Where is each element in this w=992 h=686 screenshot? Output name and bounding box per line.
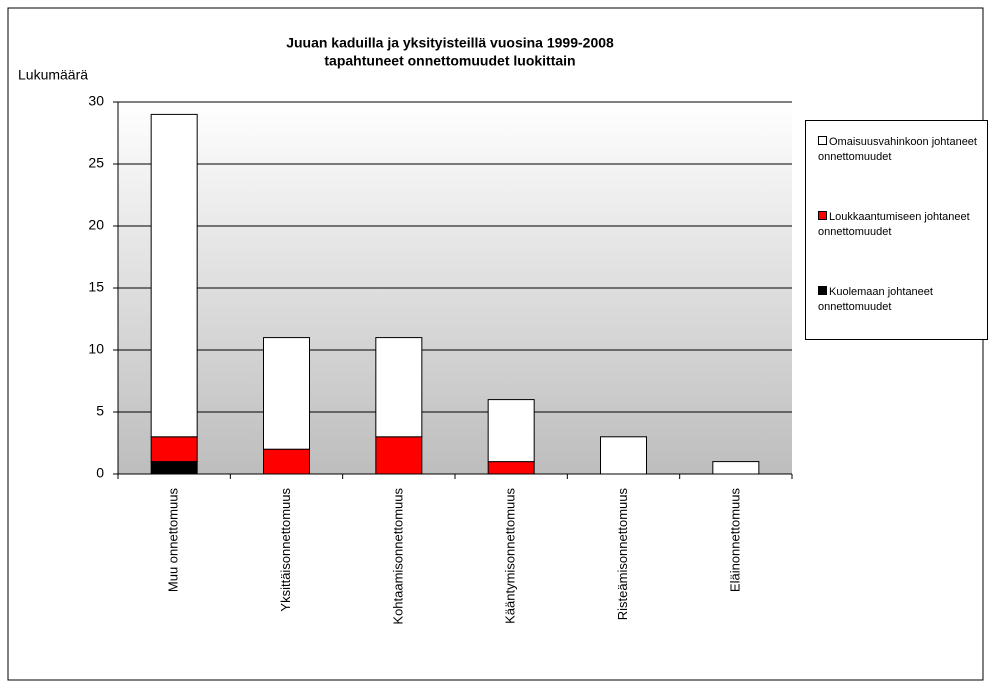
chart-title: tapahtuneet onnettomuudet luokittain [324,53,575,69]
bar-segment [150,436,198,463]
legend-entry: Omaisuusvahinkoon johtaneet onnettomuude… [818,135,986,165]
legend-label: Omaisuusvahinkoon johtaneet onnettomuude… [818,136,977,163]
bar-segment [263,448,310,475]
x-tick-label: Kohtaamisonnettomuus [390,488,405,625]
legend-swatch [818,211,827,220]
bar-segment [263,337,310,450]
y-tick-label: 10 [88,341,104,357]
x-tick-label: Yksittäisonnettomuus [278,488,293,612]
bar-segment [600,436,647,475]
legend-swatch [818,286,827,295]
legend-label: Loukkaantumiseen johtaneet onnettomuudet [818,211,970,238]
legend-entry: Kuolemaan johtaneet onnettomuudet [818,285,986,315]
bar-segment [375,337,423,438]
bar-segment [487,461,535,475]
y-tick-label: 5 [96,403,104,419]
y-tick-label: 20 [88,217,104,233]
y-tick-label: 30 [88,93,104,109]
chart-title: Juuan kaduilla ja yksityisteillä vuosina… [286,35,614,51]
y-tick-label: 15 [88,279,104,295]
y-axis-label: Lukumäärä [18,67,88,83]
x-tick-label: Eläinonnettomuus [727,488,742,593]
x-tick-label: Risteämisonnettomuus [615,488,630,621]
bar-segment [150,461,198,475]
y-tick-label: 25 [88,155,104,171]
x-tick-label: Muu onnettomuus [166,488,181,593]
bar-segment [150,113,198,438]
legend: Omaisuusvahinkoon johtaneet onnettomuude… [805,120,988,340]
legend-swatch [818,136,827,145]
bar-segment [712,461,760,475]
legend-label: Kuolemaan johtaneet onnettomuudet [818,286,933,313]
bar-segment [375,436,423,475]
legend-entry: Loukkaantumiseen johtaneet onnettomuudet [818,210,986,240]
y-tick-label: 0 [96,465,104,481]
x-tick-label: Kääntymisonnettomuus [503,488,518,624]
bar-segment [487,399,535,463]
